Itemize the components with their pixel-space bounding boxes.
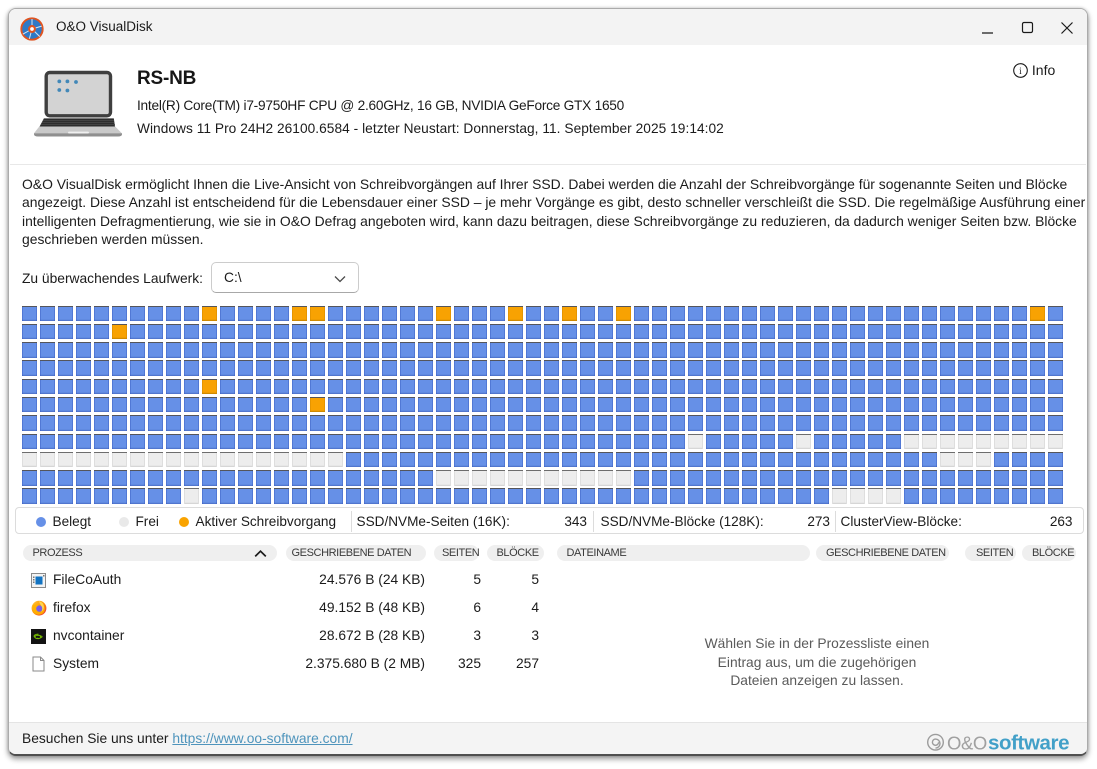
svg-text:i: i xyxy=(1019,67,1022,77)
svg-text:software: software xyxy=(988,732,1069,755)
svg-text:O&O: O&O xyxy=(947,732,987,753)
